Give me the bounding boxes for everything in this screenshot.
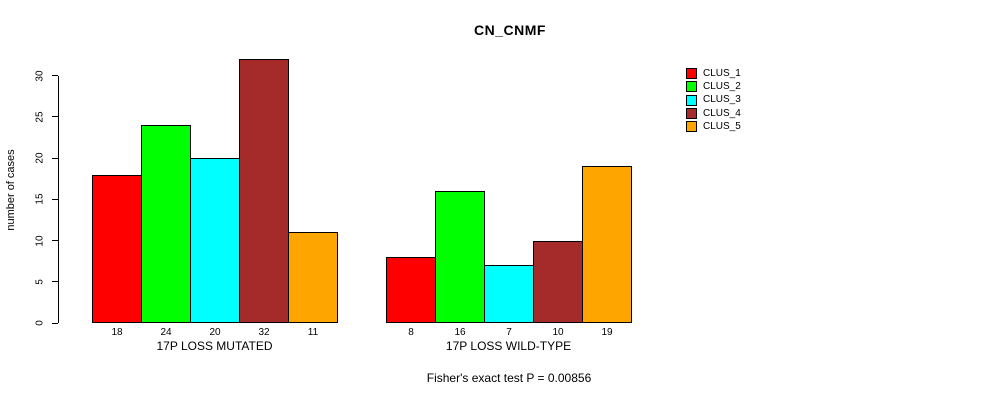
y-axis-tick (52, 75, 58, 76)
bar-CLUS_4 (533, 240, 583, 323)
y-axis-label: number of cases (5, 149, 17, 231)
y-axis-tick-label: 25 (34, 111, 46, 123)
legend-swatch-clus_2 (686, 81, 697, 93)
legend-swatch-clus_3 (686, 94, 697, 106)
bar-CLUS_5 (288, 232, 338, 323)
legend-item: CLUS_3 (686, 94, 741, 107)
y-axis-tick-label: 0 (34, 320, 46, 326)
bar-value-label: 24 (160, 327, 172, 338)
bar-value-label: 20 (209, 327, 221, 338)
legend-item: CLUS_2 (686, 80, 741, 93)
legend-item: CLUS_1 (686, 67, 741, 80)
bar-CLUS_5 (582, 166, 632, 323)
y-axis-tick-label: 20 (34, 152, 46, 164)
x-axis-group-label: 17P LOSS MUTATED (156, 339, 273, 353)
y-axis-tick (52, 157, 58, 159)
y-axis-tick (52, 116, 58, 118)
y-axis-tick (52, 322, 58, 324)
y-axis-tick (52, 281, 58, 283)
bar-CLUS_1 (92, 174, 142, 323)
bar-CLUS_3 (484, 265, 534, 323)
legend-swatch-clus_5 (686, 121, 697, 133)
legend-label: CLUS_3 (703, 94, 741, 106)
y-axis-tick (52, 240, 58, 241)
legend-swatch-clus_4 (686, 108, 697, 120)
legend-item: CLUS_5 (686, 120, 741, 133)
legend-label: CLUS_2 (703, 80, 741, 92)
bar-CLUS_4 (239, 59, 289, 323)
bar-CLUS_3 (190, 158, 240, 323)
bar-value-label: 16 (454, 327, 466, 338)
bar-value-label: 7 (506, 327, 512, 338)
bar-CLUS_2 (435, 191, 485, 323)
bar-CLUS_1 (386, 257, 436, 323)
legend-item: CLUS_4 (686, 107, 741, 120)
legend-label: CLUS_4 (703, 107, 741, 119)
y-axis-tick-label: 15 (34, 193, 46, 205)
fisher-test-annotation: Fisher's exact test P = 0.00856 (426, 371, 592, 385)
legend-label: CLUS_1 (703, 67, 741, 79)
bar-value-label: 10 (552, 327, 564, 338)
y-axis-tick-label: 30 (34, 69, 46, 82)
bar-value-label: 11 (307, 327, 319, 338)
legend: CLUS_1 CLUS_2 CLUS_3 CLUS_4 CLUS_5 (686, 67, 741, 134)
y-axis-line (58, 75, 59, 323)
bar-value-label: 18 (111, 327, 123, 338)
y-axis-tick (52, 198, 58, 200)
x-axis-group-label: 17P LOSS WILD-TYPE (445, 339, 572, 353)
bar-value-label: 19 (601, 327, 613, 338)
y-axis-tick-label: 5 (34, 278, 46, 285)
legend-swatch-clus_1 (686, 68, 697, 80)
bar-CLUS_2 (141, 125, 191, 323)
chart-title: CN_CNMF (474, 22, 546, 38)
bar-value-label: 8 (408, 327, 414, 338)
y-axis-tick-label: 10 (34, 234, 46, 247)
bar-value-label: 32 (258, 327, 270, 338)
legend-label: CLUS_5 (703, 120, 741, 132)
